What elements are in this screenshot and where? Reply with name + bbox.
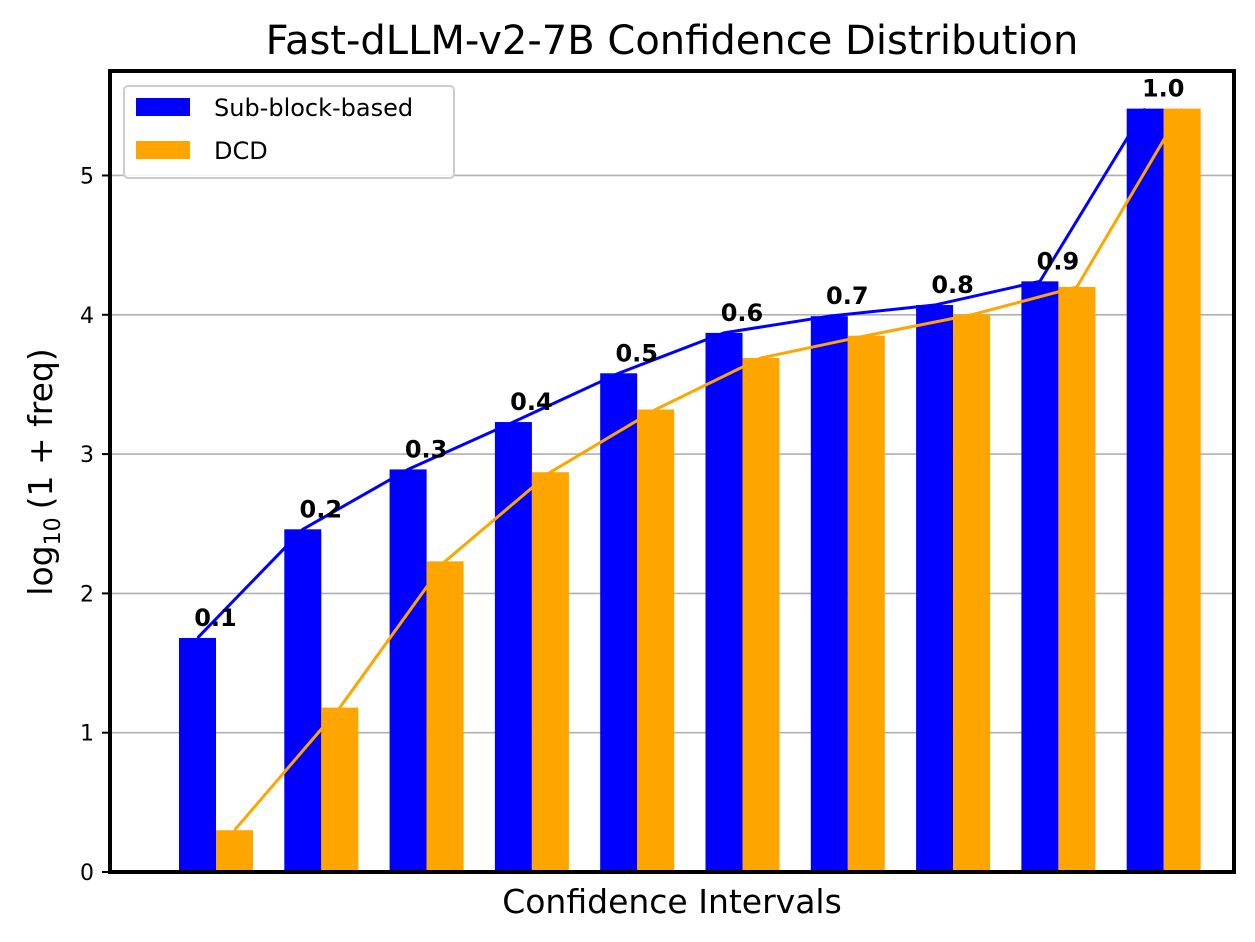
bar-dcd	[742, 357, 780, 873]
bars	[179, 108, 1201, 873]
bar-dcd	[216, 830, 253, 872]
category-label: 0.1	[194, 604, 237, 632]
legend-box	[123, 85, 455, 179]
legend-swatch-dcd	[136, 141, 190, 159]
chart-title: Fast-dLLM-v2-7B Confidence Distribution	[266, 18, 1079, 64]
bar-dcd	[1058, 286, 1096, 872]
bar-dcd	[847, 335, 885, 873]
y-tick-label: 0	[80, 861, 94, 886]
category-label: 0.8	[931, 271, 974, 299]
bar-sub-block	[705, 332, 743, 872]
legend: Sub-block-based DCD	[123, 85, 455, 179]
category-label: 0.7	[826, 282, 869, 310]
bar-dcd	[953, 314, 991, 873]
y-axis-label: log10 (1 + freq)	[21, 348, 66, 595]
y-tick-label: 4	[80, 304, 94, 329]
category-label: 0.9	[1037, 247, 1080, 275]
y-axis-label-rest: (1 + freq)	[21, 348, 60, 509]
series-line-sub-block	[196, 107, 1147, 640]
category-label: 0.2	[300, 495, 343, 523]
y-tick-label: 1	[80, 722, 94, 747]
category-label: 0.3	[405, 435, 448, 463]
y-tick-label: 5	[80, 164, 94, 189]
y-tick-label: 2	[80, 582, 94, 607]
bar-sub-block	[600, 373, 638, 872]
trend-lines	[196, 107, 1184, 832]
category-label: 0.5	[615, 339, 658, 367]
bar-dcd	[531, 472, 569, 872]
x-axis-label: Confidence Intervals	[502, 882, 842, 921]
category-label: 1.0	[1142, 75, 1185, 103]
bar-sub-block	[1021, 281, 1059, 872]
bar-sub-block	[1126, 108, 1164, 872]
y-axis-ticks: 0 1 2 3 4 5	[80, 164, 110, 886]
bar-sub-block	[810, 316, 848, 872]
bar-sub-block	[284, 529, 322, 872]
bar-sub-block	[916, 305, 954, 872]
legend-label-dcd: DCD	[214, 137, 268, 165]
legend-label-sub-block: Sub-block-based	[214, 94, 413, 122]
y-axis-label-log: log	[21, 545, 60, 595]
category-label: 0.6	[721, 299, 764, 327]
legend-swatch-sub-block	[136, 98, 190, 116]
bar-sub-block	[179, 637, 216, 872]
data-labels: 0.1 0.2 0.3 0.4 0.5 0.6 0.7 0.8 0.9 1.0	[194, 75, 1184, 632]
bar-dcd	[637, 409, 675, 872]
series-line-dcd	[233, 107, 1184, 832]
y-axis-label-subscript: 10	[41, 517, 66, 545]
y-tick-label: 3	[80, 443, 94, 468]
bar-sub-block	[494, 422, 532, 872]
bar-dcd	[426, 561, 464, 872]
bar-sub-block	[389, 469, 427, 872]
bar-dcd	[321, 707, 359, 872]
bar-dcd	[1163, 108, 1201, 872]
plot-frame	[108, 69, 1236, 874]
category-label: 0.4	[510, 388, 553, 416]
